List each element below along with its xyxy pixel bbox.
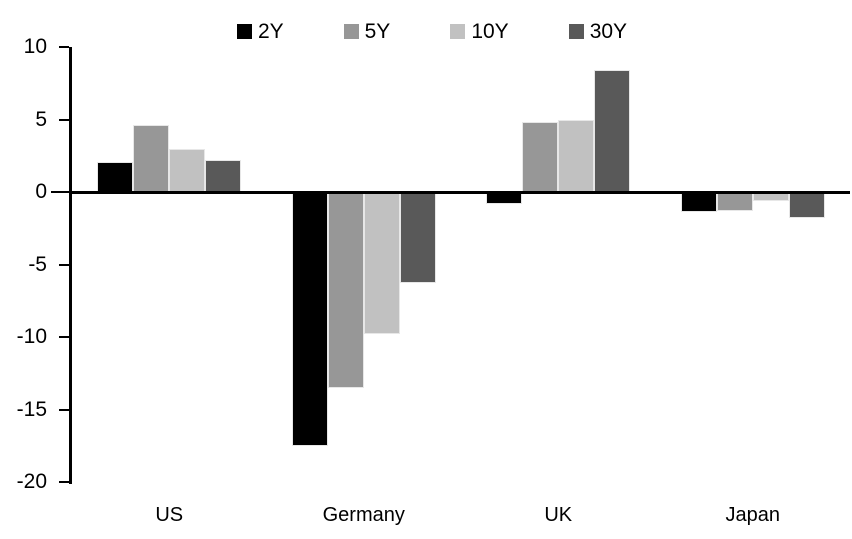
y-axis-line: [69, 47, 72, 484]
legend-item-30y: 30Y: [568, 19, 628, 43]
bar-uk-5y: [522, 122, 559, 192]
bar-japan-5y: [716, 192, 753, 211]
x-category-label-uk: UK: [544, 504, 573, 526]
bar-germany-30y: [399, 192, 436, 284]
plot-area: 10 5 0 -5 -10 -15 -20 US Germany UK Japan: [17, 35, 850, 526]
y-axis-tick: [59, 336, 69, 338]
bar-us-5y: [133, 125, 170, 192]
bar-uk-2y: [486, 192, 523, 204]
y-axis-tick: [51, 191, 69, 193]
bar-us-30y: [205, 160, 242, 192]
bar-us-2y: [97, 161, 134, 192]
y-axis-tick: [59, 408, 69, 411]
chart-legend: 2Y 5Y 10Y 30Y: [12, 16, 852, 46]
legend-swatch-icon: [450, 23, 466, 39]
y-tick-label: 5: [35, 107, 47, 131]
y-axis-tick: [59, 118, 69, 121]
bar-us-10y: [169, 148, 206, 192]
x-category-label-us: US: [155, 504, 184, 526]
legend-label: 30Y: [589, 19, 628, 43]
x-category-label-japan: Japan: [725, 504, 781, 526]
y-axis-tick: [59, 263, 69, 266]
bar-germany-2y: [291, 192, 328, 446]
y-tick-label: -5: [28, 252, 47, 276]
legend-item-10y: 10Y: [450, 19, 509, 43]
x-category-label-germany: Germany: [322, 504, 405, 526]
y-axis-tick: [59, 481, 69, 483]
legend-label: 10Y: [471, 19, 509, 43]
legend-swatch-icon: [236, 23, 252, 39]
y-tick-label: 10: [23, 35, 47, 58]
legend-swatch-icon: [343, 23, 359, 39]
legend-label: 5Y: [364, 19, 391, 43]
y-tick-label: -15: [16, 397, 47, 421]
y-tick-label: -10: [16, 325, 47, 348]
legend-item-2y: 2Y: [236, 19, 284, 43]
y-axis-tick: [59, 46, 69, 48]
bar-japan-30y: [788, 192, 825, 219]
y-tick-label: -20: [16, 470, 47, 493]
bar-germany-5y: [327, 192, 364, 388]
bar-uk-10y: [558, 119, 595, 192]
legend-label: 2Y: [257, 19, 284, 43]
bar-germany-10y: [363, 192, 400, 335]
zero-baseline: [69, 190, 850, 194]
bar-japan-2y: [680, 192, 717, 213]
y-tick-label: 0: [35, 180, 47, 203]
bar-uk-30y: [594, 70, 631, 192]
legend-swatch-icon: [568, 23, 584, 39]
legend-item-5y: 5Y: [343, 19, 391, 43]
